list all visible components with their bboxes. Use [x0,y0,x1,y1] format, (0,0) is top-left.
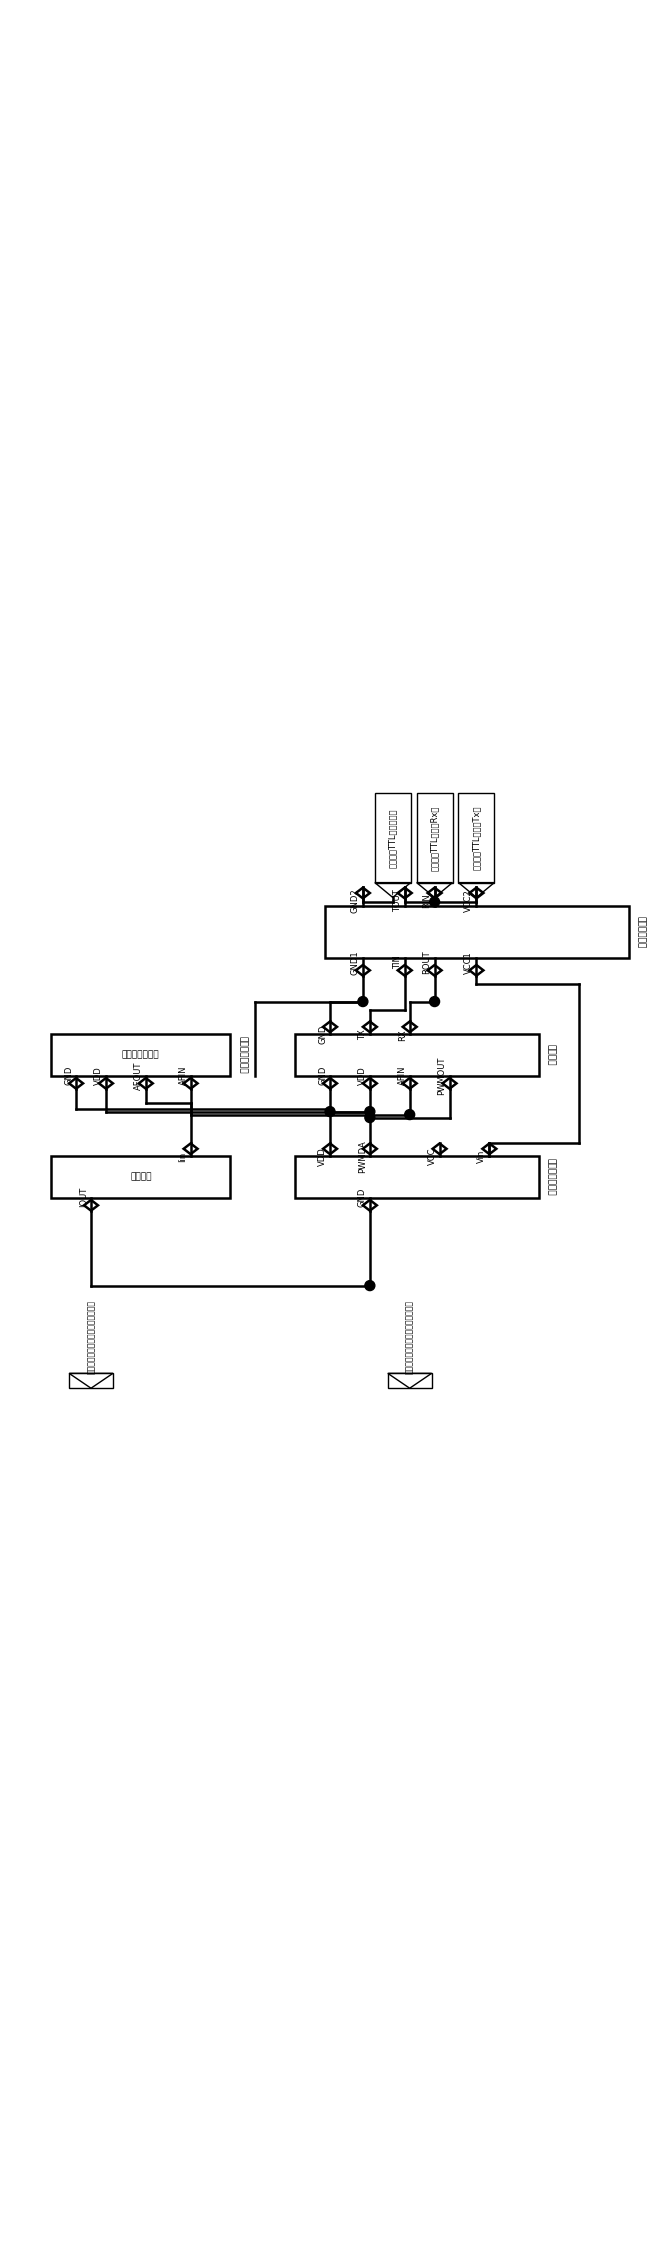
Text: Iin: Iin [179,1152,187,1161]
Circle shape [325,1107,335,1116]
Text: PWMDA: PWMDA [358,1141,367,1172]
Text: 电流驱动源单元: 电流驱动源单元 [546,1159,556,1195]
Text: 被测目标负载恒流供电正极输出接口: 被测目标负载恒流供电正极输出接口 [405,1300,414,1375]
Text: 小信号放大单元: 小信号放大单元 [122,1051,160,1060]
Text: Vin: Vin [477,1150,487,1163]
Text: AFOUT: AFOUT [134,1062,143,1089]
Text: PWMOUT: PWMOUT [437,1055,446,1094]
Text: TIN: TIN [392,956,402,970]
Text: ROUT: ROUT [423,950,431,974]
Text: VDD: VDD [94,1066,103,1084]
Text: AFIN: AFIN [398,1066,407,1084]
Text: VDD: VDD [318,1148,327,1166]
Circle shape [365,1107,375,1116]
Circle shape [365,1280,375,1292]
Text: GND: GND [318,1026,327,1044]
Circle shape [365,1112,375,1123]
Bar [388,1372,431,1388]
Text: VCC: VCC [427,1148,437,1166]
Bar [295,1035,539,1076]
Text: GND: GND [358,1188,367,1206]
Text: VDD: VDD [358,1066,367,1084]
Text: TX: TX [358,1030,367,1040]
Circle shape [429,898,439,907]
Bar [51,1035,230,1076]
Bar [458,794,495,882]
Bar [51,1156,230,1197]
Text: 接收发送TTL串口口Tx端: 接收发送TTL串口口Tx端 [472,806,481,871]
Text: GND: GND [318,1066,327,1084]
Bar [417,794,452,882]
Circle shape [429,997,439,1006]
Bar [295,1156,539,1197]
Circle shape [358,997,368,1006]
Text: VCC2: VCC2 [464,889,474,911]
Text: 接收发送TTL串口口Rx端: 接收发送TTL串口口Rx端 [430,806,439,871]
Text: 接收发送TTL串口串口端: 接收发送TTL串口串口端 [388,808,397,868]
Text: RIN: RIN [423,893,431,909]
Text: GND1: GND1 [351,950,360,974]
Text: TOUT: TOUT [392,889,402,911]
Text: 信号放大电压元: 信号放大电压元 [238,1037,247,1073]
Text: 输出电流值指示接口端功率输出接口: 输出电流值指示接口端功率输出接口 [87,1300,95,1375]
Text: GND2: GND2 [351,889,360,914]
Bar [375,794,411,882]
Text: AFIN: AFIN [179,1066,187,1084]
Circle shape [405,1109,415,1120]
Bar [69,1372,113,1388]
Text: 控制单元: 控制单元 [546,1044,556,1066]
Text: VCC1: VCC1 [464,952,474,974]
Text: RX: RX [398,1028,407,1040]
Text: IOUT: IOUT [79,1188,88,1208]
Text: 采样单元: 采样单元 [130,1172,152,1181]
Bar [325,907,629,958]
Text: 隔离串口模块: 隔离串口模块 [636,916,645,949]
Text: GND: GND [64,1066,73,1084]
